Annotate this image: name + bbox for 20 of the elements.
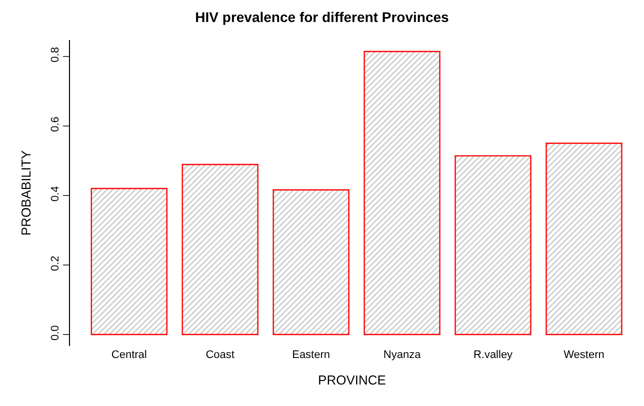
chart-title: HIV prevalence for different Provinces [195, 8, 450, 25]
y-tick-label: 0.0 [50, 325, 62, 341]
y-tick-label: 0.4 [50, 186, 62, 202]
bar [182, 164, 258, 336]
y-axis-title: PROBABILITY [18, 150, 34, 236]
x-tick-label: Eastern [292, 349, 330, 361]
y-tick-label: 0.6 [50, 116, 62, 132]
bar [364, 50, 440, 336]
y-tick-label: 0.2 [50, 256, 62, 271]
bar [272, 189, 350, 336]
x-tick-label: Nyanza [383, 349, 422, 361]
y-tick-label: 0.8 [50, 47, 62, 62]
bar [90, 188, 168, 336]
x-tick-label: Central [111, 349, 147, 361]
bar [546, 142, 622, 336]
x-axis-title: PROVINCE [318, 372, 386, 388]
x-tick-label: R.valley [473, 349, 514, 361]
x-tick-label: Coast [206, 349, 234, 361]
bar [454, 155, 532, 336]
x-tick-label: Western [564, 349, 604, 361]
